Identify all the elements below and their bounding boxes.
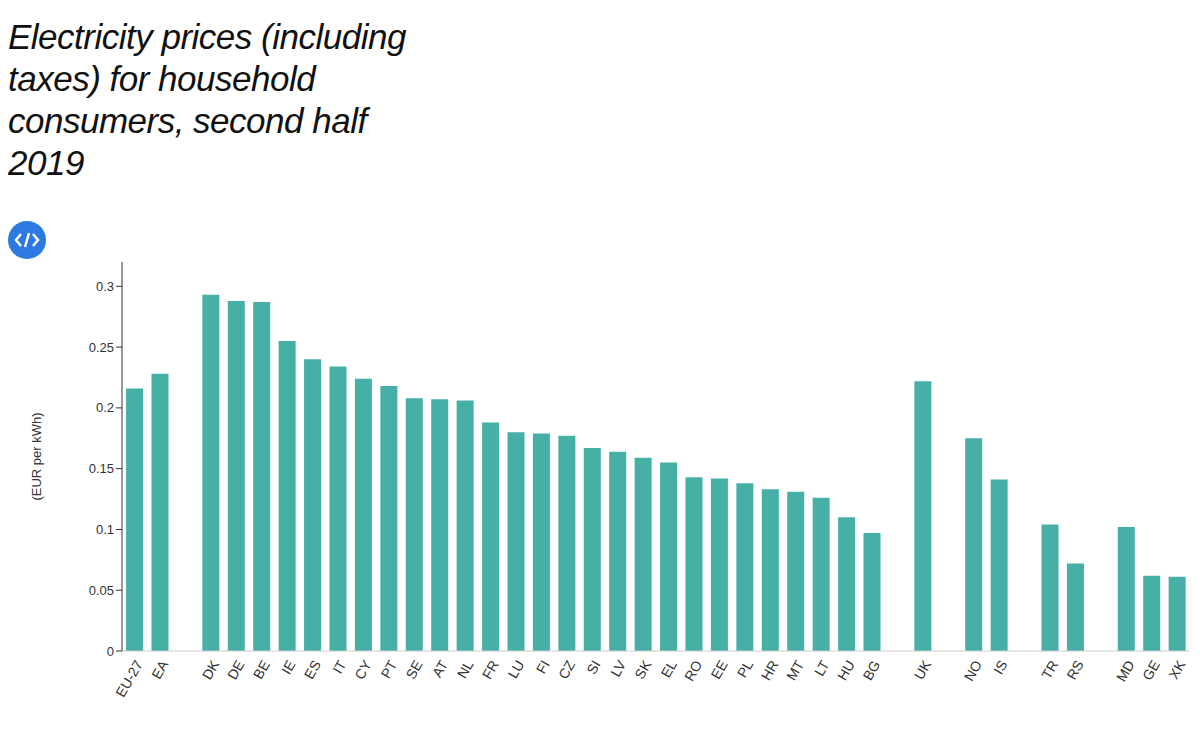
svg-text:ES: ES [301,657,324,681]
svg-text:AT: AT [429,657,452,680]
svg-text:FI: FI [533,657,553,676]
svg-text:HR: HR [758,657,782,683]
svg-text:NO: NO [961,657,985,683]
svg-text:XK: XK [1165,657,1189,682]
svg-text:SI: SI [583,657,603,676]
svg-text:UK: UK [911,657,935,682]
svg-text:CY: CY [351,657,375,682]
svg-text:0.2: 0.2 [96,400,114,415]
svg-text:(EUR per kWh): (EUR per kWh) [29,412,44,500]
svg-text:SE: SE [402,657,425,681]
svg-text:EA: EA [148,657,172,682]
svg-text:0.25: 0.25 [89,340,114,355]
svg-text:0.15: 0.15 [89,461,114,476]
svg-text:NL: NL [454,657,477,681]
svg-text:DK: DK [199,657,223,682]
svg-text:SK: SK [631,657,655,682]
svg-text:PT: PT [377,657,400,681]
svg-text:0.05: 0.05 [89,583,114,598]
svg-text:DE: DE [224,657,248,682]
svg-text:GE: GE [1139,657,1163,683]
svg-text:CZ: CZ [555,657,578,682]
svg-text:EE: EE [708,657,731,681]
svg-text:HU: HU [834,657,858,683]
svg-text:FR: FR [479,657,502,681]
svg-text:LU: LU [505,657,528,681]
svg-text:MD: MD [1113,657,1138,684]
svg-text:LT: LT [811,657,833,679]
svg-text:EL: EL [658,657,681,680]
svg-text:IT: IT [329,657,349,676]
svg-text:RO: RO [681,657,705,683]
svg-text:EU-27: EU-27 [112,657,146,700]
svg-text:IS: IS [990,657,1010,676]
svg-text:PL: PL [734,657,757,680]
svg-text:IE: IE [278,657,298,676]
svg-text:RS: RS [1063,657,1087,682]
html-text:Electricity prices (including: Electricity prices (including taxes) for… [8,17,406,182]
svg-text:MT: MT [783,657,807,683]
svg-text:0.1: 0.1 [96,522,114,537]
svg-text:LV: LV [607,657,629,680]
svg-text:BG: BG [859,657,883,683]
svg-text:BE: BE [250,657,273,681]
svg-text:0: 0 [107,644,114,659]
svg-text:TR: TR [1038,657,1061,681]
svg-text:0.3: 0.3 [96,279,114,294]
